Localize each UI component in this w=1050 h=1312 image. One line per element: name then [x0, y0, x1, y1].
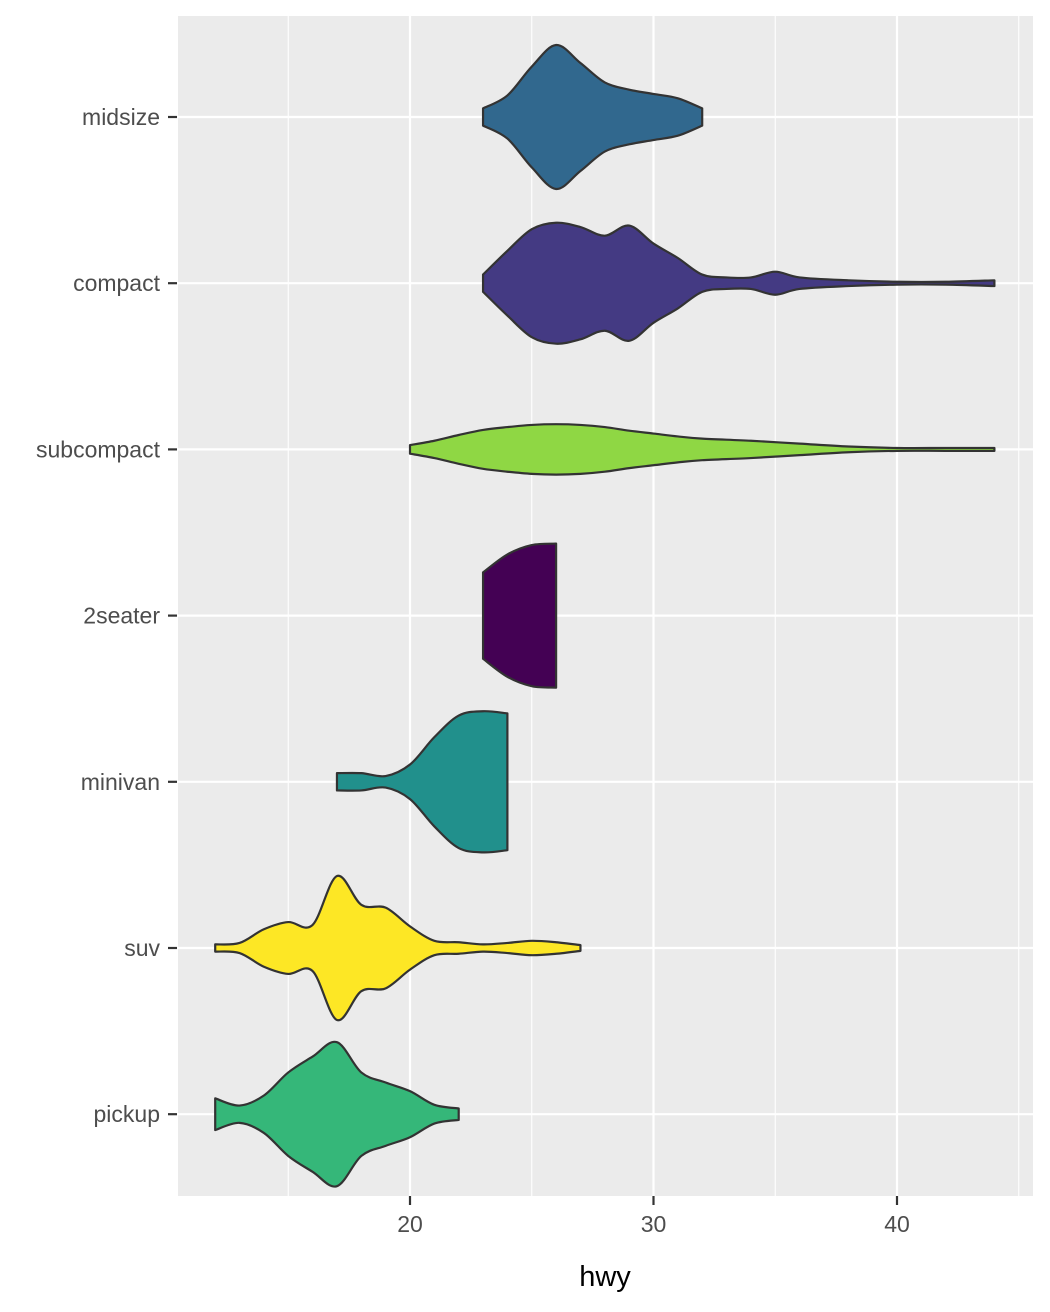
y-axis: midsize compact subcompact 2seater minivan su… [36, 104, 177, 1127]
violin-2seater [481, 542, 558, 689]
y-tick-label-subcompact: subcompact [36, 436, 161, 462]
y-tick-label-2seater: 2seater [83, 603, 160, 629]
y-tick-label-minivan: minivan [81, 769, 160, 795]
x-tick-label-30: 30 [641, 1211, 667, 1237]
x-axis: 20 30 40 [397, 1196, 910, 1237]
y-tick-label-pickup: pickup [94, 1101, 160, 1127]
violin-subcompact [408, 423, 996, 476]
y-tick-label-compact: compact [73, 270, 161, 296]
violin-midsize [481, 43, 704, 191]
grid-minor [287, 16, 1020, 1196]
plot-panel [178, 16, 1033, 1196]
x-tick-label-40: 40 [884, 1211, 910, 1237]
violin-pickup [214, 1040, 460, 1188]
grid-major [178, 16, 1033, 1196]
y-tick-label-suv: suv [124, 935, 160, 961]
violin-minivan [335, 710, 509, 854]
x-axis-title: hwy [579, 1261, 631, 1293]
violin-suv [214, 874, 582, 1022]
x-tick-label-20: 20 [397, 1211, 423, 1237]
violin-compact [481, 221, 996, 345]
violins [214, 43, 996, 1188]
y-tick-label-midsize: midsize [82, 104, 160, 130]
